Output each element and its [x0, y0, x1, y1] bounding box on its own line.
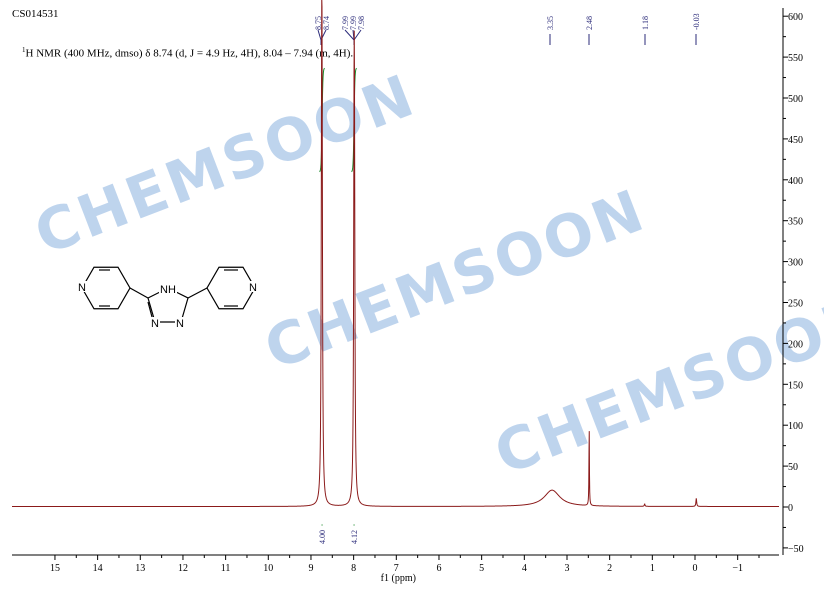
- x-tick-label: 7: [394, 563, 399, 574]
- x-tick-label: 6: [436, 563, 441, 574]
- integral-value: 4.00: [318, 530, 327, 544]
- x-tick-label: 13: [135, 563, 145, 574]
- atom-bg: [159, 283, 177, 294]
- y-tick-label: 550: [788, 53, 803, 64]
- atom-n: N: [78, 282, 86, 294]
- x-tick-label: 8: [351, 563, 356, 574]
- y-tick-label: 0: [788, 503, 793, 514]
- peak-label: 7.99: [349, 16, 358, 30]
- x-tick-label: 12: [178, 563, 188, 574]
- x-tick-label: 3: [564, 563, 569, 574]
- axes: 15 14 13 12 11 10 9 8 7 6 5 4 3 2 1 0 −1f1 (ppm)60055050…: [12, 8, 804, 584]
- peak-label: 7.99: [341, 16, 350, 30]
- y-tick-label: −50: [788, 544, 804, 555]
- peak-label: 8.75: [314, 16, 323, 30]
- atom-bg: [248, 281, 258, 292]
- watermark-text: CHEMSOON: [26, 61, 425, 268]
- y-tick-label: 50: [788, 462, 798, 473]
- molecule-structure: N N NH N N: [77, 266, 258, 330]
- double-bond: [147, 301, 153, 318]
- y-tick-label: 450: [788, 135, 803, 146]
- x-tick-label: 5: [479, 563, 484, 574]
- y-tick-label: 500: [788, 94, 803, 105]
- peak-label: 3.35: [546, 16, 555, 30]
- atom-nh: NH: [160, 284, 176, 296]
- atom-n: N: [176, 318, 184, 330]
- y-tick-label: 250: [788, 299, 803, 310]
- x-tick-label: 0: [693, 563, 698, 574]
- peak-label: 2.48: [585, 16, 594, 30]
- x-tick-label: 1: [650, 563, 655, 574]
- atom-bg: [175, 317, 185, 328]
- x-tick-label: 14: [93, 563, 103, 574]
- peak-label: 1.18: [641, 16, 650, 30]
- peak-label: 8.74: [322, 16, 331, 30]
- peak-labels: 8.75 8.74 7.99 7.99 7.98 3.35 2.48 1.18 -0.03: [314, 13, 701, 45]
- watermark-text: CHEMSOON: [486, 281, 824, 488]
- x-tick-label: 2: [607, 563, 612, 574]
- y-tick-label: 100: [788, 421, 803, 432]
- peak-label-line: [344, 29, 355, 41]
- y-tick-label: 300: [788, 258, 803, 269]
- integral-value: 4.12: [350, 530, 359, 544]
- y-tick-label: 350: [788, 217, 803, 228]
- y-tick-label: 600: [788, 12, 803, 23]
- peak-label-line: [353, 29, 362, 41]
- bond: [187, 287, 208, 299]
- pyridine-ring-right: [206, 266, 256, 310]
- pyridine-ring-left: [81, 266, 131, 310]
- watermark-text: CHEMSOON: [256, 176, 655, 383]
- peak-label: -0.03: [692, 13, 701, 30]
- y-tick-label: 400: [788, 176, 803, 187]
- atom-bg: [150, 317, 160, 328]
- bond: [129, 287, 149, 299]
- x-axis-label: f1 (ppm): [381, 573, 416, 584]
- atom-n: N: [151, 318, 159, 330]
- sample-id: CS014531: [12, 8, 59, 20]
- x-tick-label: 4: [522, 563, 527, 574]
- x-tick-label: 11: [221, 563, 231, 574]
- atom-n: N: [249, 282, 257, 294]
- spectrum-line: [12, 0, 779, 507]
- nmr-description: 1H NMR (400 MHz, dmso) δ 8.74 (d, J = 4.…: [22, 46, 354, 60]
- x-tick-label: 10: [263, 563, 273, 574]
- y-tick-label: 150: [788, 380, 803, 391]
- x-tick-label: 9: [308, 563, 313, 574]
- y-tick-label: 200: [788, 339, 803, 350]
- atom-bg: [77, 281, 87, 292]
- x-tick-label: 15: [50, 563, 60, 574]
- peak-label-line: [317, 29, 322, 41]
- x-tick-label: −1: [732, 563, 743, 574]
- peak-label: 7.98: [357, 16, 366, 30]
